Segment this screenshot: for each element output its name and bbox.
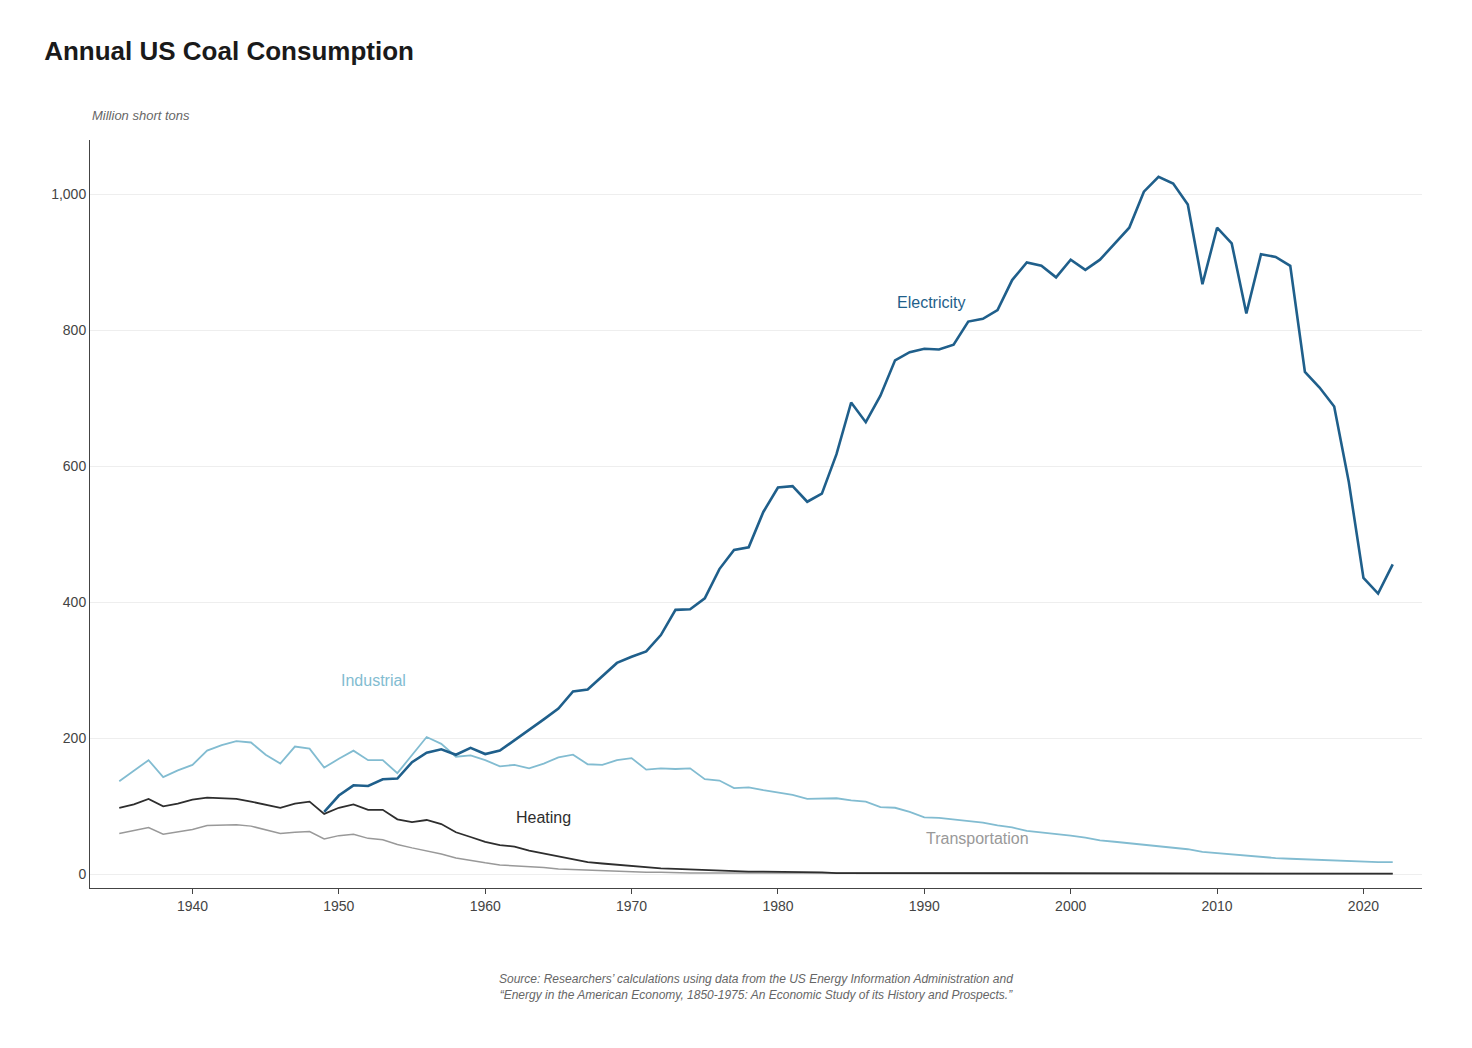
svg-text:1950: 1950: [323, 898, 354, 914]
svg-text:Transportation: Transportation: [926, 830, 1029, 847]
svg-text:1960: 1960: [470, 898, 501, 914]
svg-text:Annual US Coal Consumption: Annual US Coal Consumption: [44, 36, 414, 66]
svg-text:Industrial: Industrial: [341, 672, 406, 689]
svg-text:Million short tons: Million short tons: [92, 108, 190, 123]
svg-text:2010: 2010: [1202, 898, 1233, 914]
svg-text:1,000: 1,000: [51, 186, 86, 202]
svg-text:Source: Researchers’ calculati: Source: Researchers’ calculations using …: [499, 972, 1013, 1002]
svg-text:1940: 1940: [177, 898, 208, 914]
svg-text:1980: 1980: [762, 898, 793, 914]
svg-text:400: 400: [63, 594, 87, 610]
svg-text:1970: 1970: [616, 898, 647, 914]
svg-text:2000: 2000: [1055, 898, 1086, 914]
svg-text:600: 600: [63, 458, 87, 474]
svg-text:200: 200: [63, 730, 87, 746]
svg-text:Heating: Heating: [516, 809, 571, 826]
svg-text:2020: 2020: [1348, 898, 1379, 914]
svg-text:Electricity: Electricity: [897, 294, 965, 311]
svg-text:1990: 1990: [909, 898, 940, 914]
svg-text:0: 0: [78, 866, 86, 882]
svg-text:800: 800: [63, 322, 87, 338]
